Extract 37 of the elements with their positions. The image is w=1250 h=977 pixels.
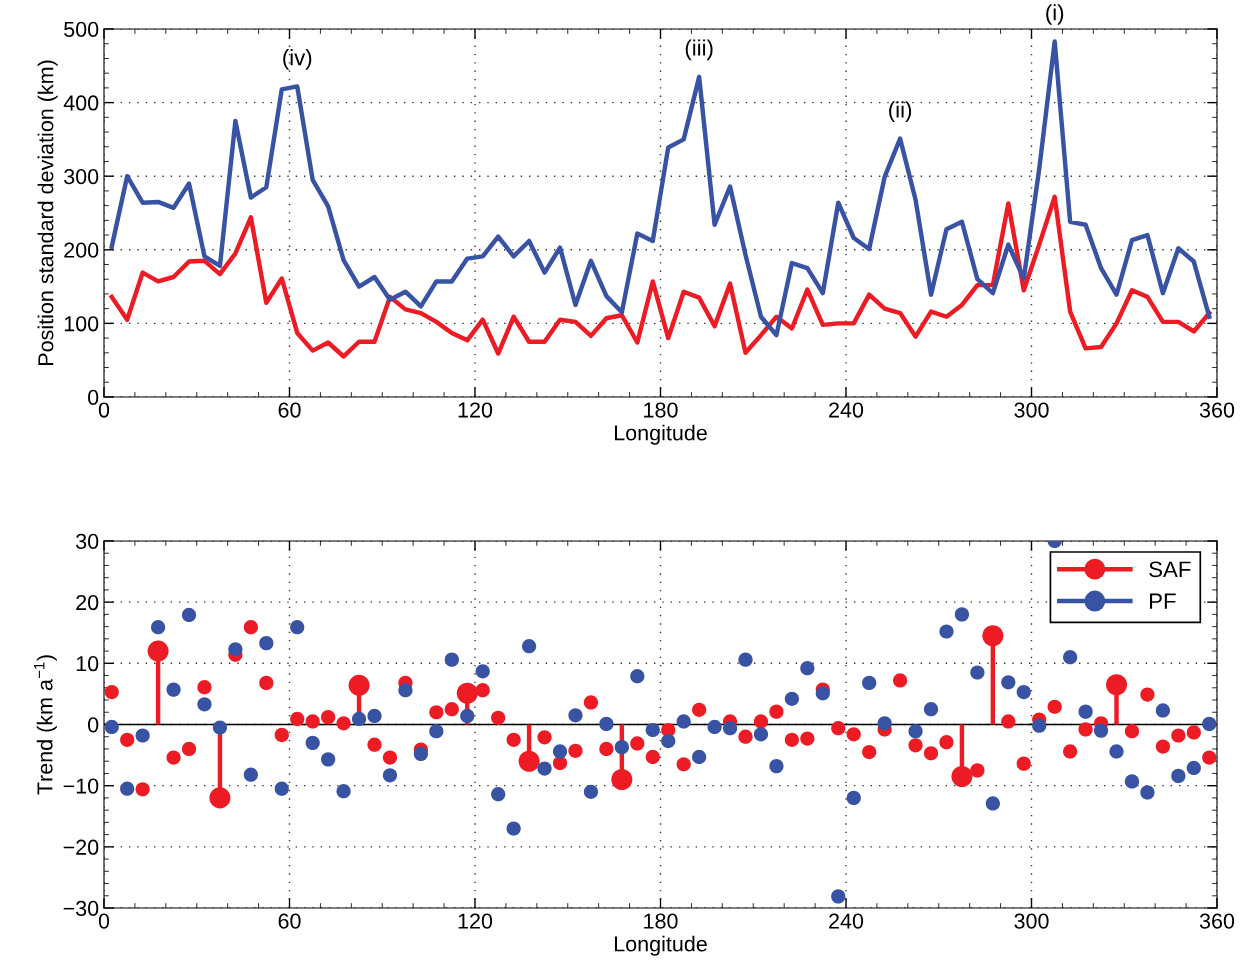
y-tick-label: 500 [64, 21, 99, 38]
y-tick-label: 30 [76, 533, 99, 549]
x-axis-title: Longitude [614, 424, 707, 445]
x-tick-label: 360 [1199, 402, 1235, 418]
x-tick-label: 180 [644, 402, 678, 418]
annotation: (iii) [685, 39, 713, 61]
x-tick-label: 300 [1014, 913, 1049, 929]
y-tick-label: 10 [76, 656, 99, 672]
x-tick-label: 300 [1014, 402, 1049, 418]
y-tick-label: −10 [63, 778, 99, 794]
y-tick-label: 200 [64, 242, 99, 258]
y-axis-title: Trend (km a$^{−1}$) [34, 655, 57, 795]
y-tick-label: 20 [76, 594, 99, 611]
y-tick-label: 400 [63, 95, 99, 111]
y-tick-label: 300 [64, 168, 99, 185]
y-tick-label: 100 [64, 316, 99, 332]
x-tick-label: 360 [1199, 913, 1235, 929]
legend-label: SAF [1149, 561, 1191, 578]
y-axis-title: Position standard deviation (km) [37, 60, 58, 365]
y-tick-label: 0 [88, 717, 99, 733]
annotation: (ii) [889, 101, 912, 122]
annotation: (i) [1046, 4, 1064, 25]
x-tick-label: 240 [829, 913, 864, 929]
y-tick-label: 0 [88, 389, 99, 405]
x-tick-label: 60 [278, 913, 301, 929]
y-tick-label: −20 [63, 839, 99, 855]
x-axis-title: Longitude [614, 935, 707, 956]
x-tick-label: 60 [278, 402, 301, 418]
x-tick-label: 120 [458, 402, 493, 418]
x-tick-label: 120 [458, 913, 493, 929]
y-tick-label: −30 [63, 900, 99, 917]
x-tick-label: 0 [98, 402, 110, 418]
x-tick-label: 180 [644, 913, 678, 929]
x-tick-label: 240 [829, 402, 864, 418]
annotation: (iv) [283, 49, 312, 70]
legend-label: PF [1150, 593, 1176, 609]
x-tick-label: 0 [98, 913, 110, 929]
